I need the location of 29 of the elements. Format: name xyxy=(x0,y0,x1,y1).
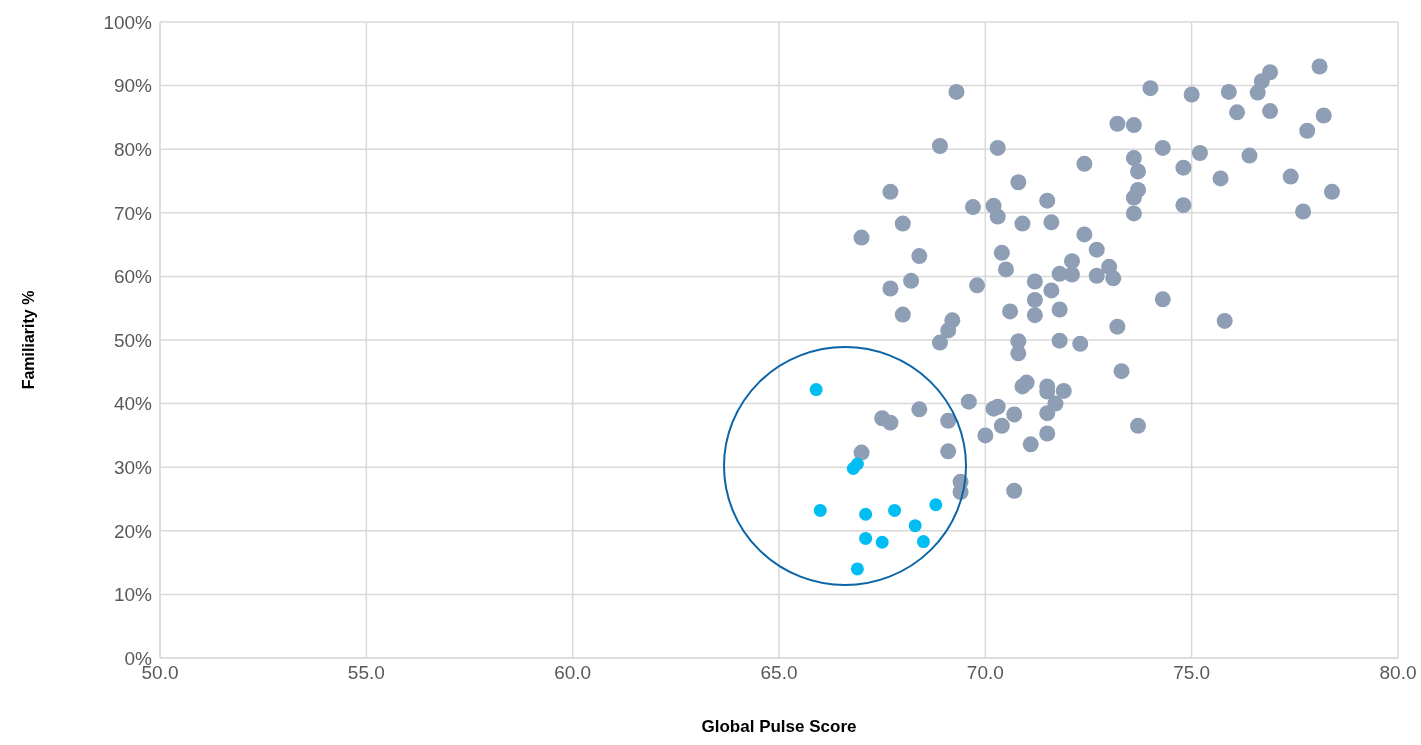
y-tick-label: 90% xyxy=(113,75,153,97)
point xyxy=(850,457,864,471)
y-tick-label: 30% xyxy=(113,456,153,478)
y-tick-label: 50% xyxy=(113,329,153,351)
y-tick-label: 80% xyxy=(113,138,153,160)
point xyxy=(813,503,827,517)
y-tick-label: 70% xyxy=(113,202,153,224)
x-tick-label: 70.0 xyxy=(966,662,1004,684)
point xyxy=(875,535,889,549)
point xyxy=(809,383,823,397)
x-tick-label: 55.0 xyxy=(347,662,385,684)
point xyxy=(850,562,864,576)
y-tick-label: 20% xyxy=(113,520,153,542)
y-tick-label: 10% xyxy=(113,584,153,606)
point xyxy=(888,503,902,517)
point xyxy=(908,519,922,533)
y-tick-label: 100% xyxy=(103,11,153,33)
point xyxy=(859,507,873,521)
x-tick-label: 75.0 xyxy=(1173,662,1211,684)
x-tick-label: 60.0 xyxy=(554,662,592,684)
x-tick-label: 80.0 xyxy=(1379,662,1417,684)
point xyxy=(916,535,930,549)
y-tick-label: 60% xyxy=(113,266,153,288)
x-tick-label: 65.0 xyxy=(760,662,798,684)
x-axis-title: Global Pulse Score xyxy=(701,717,857,737)
point xyxy=(929,498,943,512)
y-tick-label: 40% xyxy=(113,393,153,415)
point xyxy=(859,531,873,545)
y-axis-title: Familiarity % xyxy=(19,290,37,390)
